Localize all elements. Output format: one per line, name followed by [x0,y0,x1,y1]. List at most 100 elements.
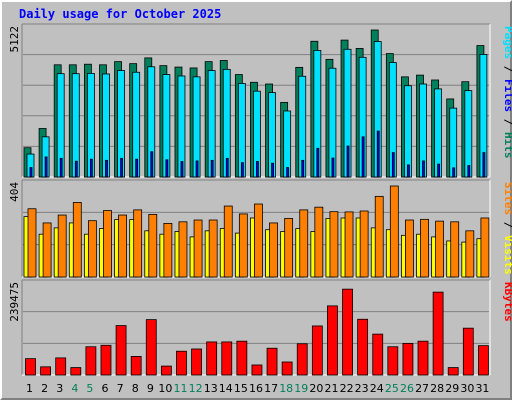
sites-bar [435,220,445,278]
kbytes-axis-max-label: 239475 [8,282,21,322]
day-tick-label: 2 [41,382,48,395]
day-tick-label: 29 [445,382,459,395]
hits-legend-item-0: Pages [502,26,512,59]
kbytes-bar [478,345,489,376]
sites-bar [42,222,52,278]
day-tick-label: 6 [102,382,109,395]
visits-legend-item-1: / [502,215,512,235]
day-tick-label: 27 [415,382,429,395]
hits-legend-item-1: / [502,59,512,79]
pages-bar [256,161,259,178]
day-tick-label: 31 [475,382,489,395]
sites-bar [178,221,188,278]
pages-bar [240,162,244,178]
day-tick-label: 24 [370,382,384,395]
day-tick-label: 28 [430,382,444,395]
sites-bar [359,210,369,278]
day-tick-label: 20 [309,382,323,395]
pages-bar [89,158,93,178]
pages-bar [407,164,410,178]
kbytes-bar [40,366,51,376]
pages-bar [225,157,229,178]
day-tick-label: 17 [264,382,278,395]
sites-bar [27,208,37,278]
pages-bar [437,163,441,178]
kbytes-bar [417,340,429,376]
hits-legend-item-2: Files [502,79,512,112]
pages-bar [165,159,169,178]
pages-bar [467,165,471,178]
sites-bar [465,230,475,278]
kbytes-bar [281,361,293,376]
sites-bar [329,211,339,278]
kbytes-bar [130,356,142,376]
day-tick-label: 23 [355,382,369,395]
sites-bar [389,185,399,278]
day-tick-label: 16 [249,382,263,395]
pages-bar [180,161,184,178]
day-tick-label: 25 [385,382,399,395]
sites-bar [480,217,490,278]
day-tick-label: 26 [400,382,414,395]
sites-bar [284,218,294,278]
day-tick-label: 1 [26,382,33,395]
pages-bar [59,157,63,178]
kbytes-bar [266,347,278,376]
day-tick-label: 15 [234,382,248,395]
sites-bar [133,209,143,278]
sites-bar [238,213,248,278]
kbytes-bar [221,341,233,376]
day-tick-label: 5 [86,382,93,395]
pages-bar [422,160,425,178]
pages-bar [105,159,108,178]
pages-bar [316,147,320,178]
sites-bar [254,203,263,278]
files-bar [283,110,292,178]
kbytes-bar [55,357,67,376]
kbytes-bar [115,325,127,376]
kbytes-bar [85,346,97,376]
day-tick-label: 7 [117,382,124,395]
kbytes-bar [176,350,187,376]
kbytes-bar [342,288,353,376]
chart-title: Daily usage for October 2025 [19,7,222,21]
pages-bar [195,160,199,178]
kbytes-bar [206,341,218,376]
day-tick-label: 4 [71,382,78,395]
pages-bar [482,152,486,178]
pages-bar [44,156,48,178]
sites-bar [193,219,203,278]
sites-bar [420,218,429,278]
hits-panel [21,23,491,178]
day-tick-label: 9 [147,382,154,395]
sites-bar [269,222,278,278]
visits-axis-max-label: 404 [8,182,21,202]
visits-panel [21,179,491,278]
day-tick-label: 19 [294,382,308,395]
sites-bar [163,222,173,278]
kbytes-bar [372,333,384,376]
day-tick-label: 10 [158,382,172,395]
pages-bar [346,145,350,178]
sites-bar [57,214,67,278]
sites-bar [405,219,414,278]
kbytes-bar [311,325,323,376]
sites-bar [223,205,233,278]
kbytes-bar [236,340,248,376]
kbytes-bar [145,319,157,376]
pages-bar [452,167,456,178]
hits-legend-item-3: / [502,112,512,132]
kbytes-bar [432,291,444,376]
files-bar [449,107,458,178]
visits-legend-item-2: Visits [502,235,512,275]
sites-bar [450,221,460,278]
sites-bar [208,219,218,278]
sites-bar [72,202,82,278]
kbytes-bar [191,348,202,376]
sites-bar [344,211,354,278]
pages-bar [361,136,365,178]
pages-bar [331,157,335,178]
kbytes-bar [70,367,82,376]
